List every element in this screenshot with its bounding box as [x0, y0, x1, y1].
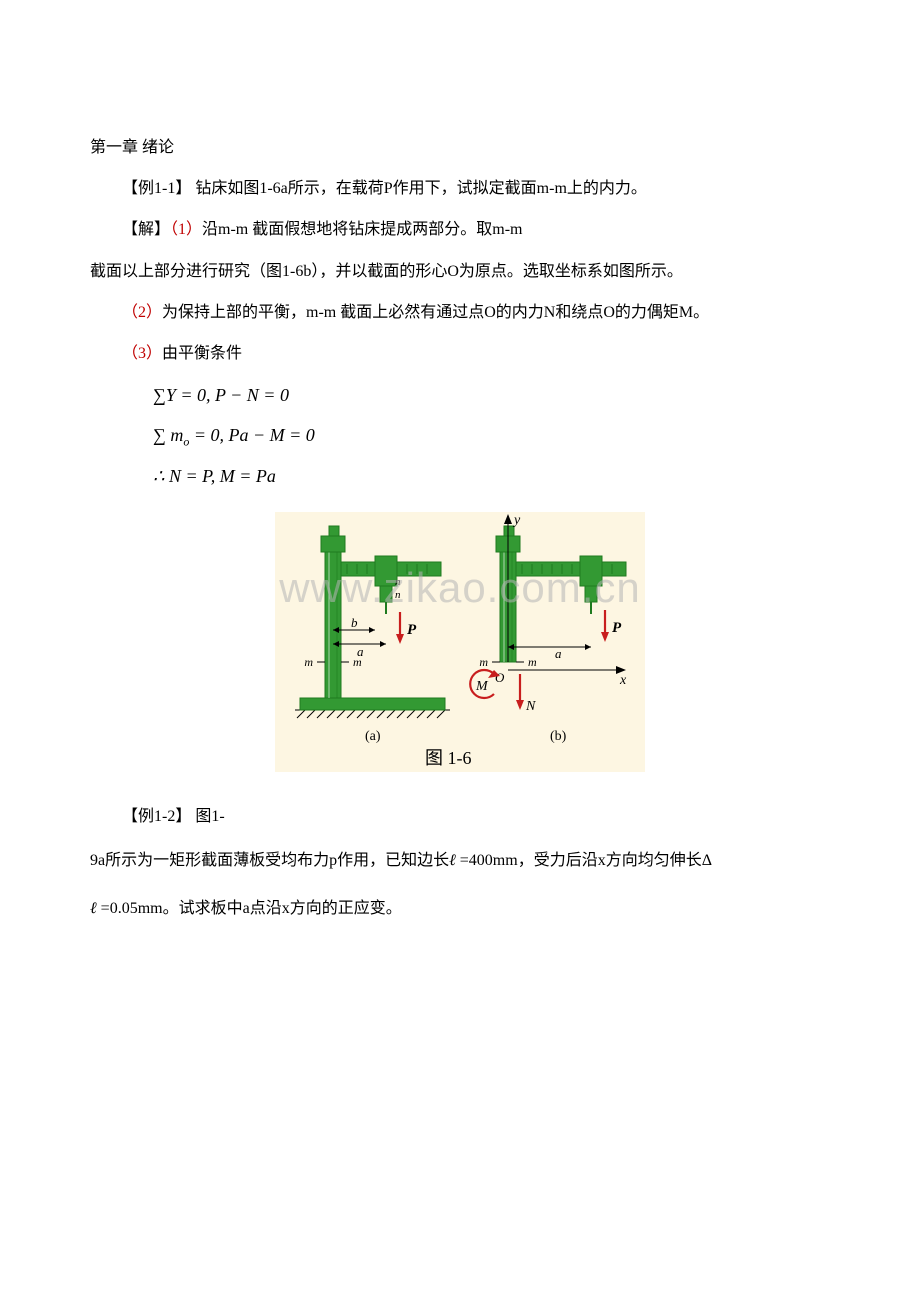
- step-2-text: 为保持上部的平衡，m-m 截面上必然有通过点O的内力N和绕点O的力偶矩M。: [162, 304, 709, 321]
- ex2-text: 图1-: [191, 808, 224, 825]
- step-num-3: （3）: [122, 345, 162, 362]
- solution-label: 【解】: [122, 221, 170, 238]
- example-1-2-body-1: 9a所示为一矩形截面薄板受均布力p作用，已知边长ℓ =400mm，受力后沿x方向…: [90, 840, 830, 882]
- eq2-rhs: = 0, Pa − M = 0: [189, 425, 314, 445]
- p8a: =0.05mm。试求板中a点沿x方向的正应变。: [97, 900, 402, 917]
- svg-text:m: m: [479, 655, 488, 669]
- example-1-1-title: 【例1-1】 钻床如图1-6a所示，在载荷P作用下，试拟定截面m-m上的内力。: [90, 171, 830, 206]
- chapter-title: 第一章 绪论: [90, 130, 830, 165]
- svg-text:N: N: [525, 699, 536, 714]
- equation-3: ∴ N = P, M = Pa: [153, 458, 830, 494]
- p7a: 9a所示为一矩形截面薄板受均布力p作用，已知边长: [90, 852, 449, 869]
- solution-step-3: （3）由平衡条件: [90, 336, 830, 371]
- svg-text:M: M: [475, 679, 489, 694]
- ex-text: 钻床如图1-6a所示，在载荷P作用下，试拟定截面m-m上的内力。: [191, 180, 647, 197]
- svg-text:(b): (b): [550, 729, 567, 744]
- svg-text:n: n: [395, 589, 401, 601]
- figure-svg: m m n n: [275, 512, 645, 772]
- equation-2: ∑ mo = 0, Pa − M = 0: [153, 417, 830, 454]
- equation-1: ∑Y = 0, P − N = 0: [153, 377, 830, 413]
- svg-text:图 1-6: 图 1-6: [425, 748, 472, 768]
- eq2-lhs: ∑ m: [153, 425, 183, 445]
- solution-step-1-cont: 截面以上部分进行研究（图1-6b），并以截面的形心O为原点。选取坐标系如图所示。: [90, 254, 830, 289]
- step-num-2: （2）: [122, 304, 162, 321]
- ex2-label: 【例1-2】: [122, 808, 191, 825]
- svg-text:b: b: [351, 615, 358, 630]
- p7b: =400mm，受力后沿x方向均匀伸长Δ: [456, 852, 712, 869]
- solution-step-1: 【解】（1）沿m-m 截面假想地将钻床提成两部分。取m-m: [90, 212, 830, 247]
- svg-text:(a): (a): [365, 729, 381, 744]
- ex-label: 【例1-1】: [122, 180, 191, 197]
- example-1-2-body-2: ℓ =0.05mm。试求板中a点沿x方向的正应变。: [90, 888, 830, 930]
- step-num-1: （1）: [170, 221, 202, 238]
- svg-text:n: n: [395, 576, 401, 588]
- example-1-2-title: 【例1-2】 图1-: [90, 799, 830, 834]
- ell-2: ℓ: [90, 900, 97, 917]
- step-1-text: 沿m-m 截面假想地将钻床提成两部分。取m-m: [202, 221, 522, 238]
- svg-text:O: O: [495, 670, 505, 685]
- svg-text:P: P: [407, 622, 417, 638]
- ell-1: ℓ: [449, 852, 456, 869]
- figure-1-6: www.zikao.com.cn: [90, 512, 830, 785]
- svg-text:m: m: [528, 655, 537, 669]
- svg-text:a: a: [357, 644, 364, 659]
- svg-text:y: y: [512, 513, 521, 528]
- svg-text:x: x: [619, 673, 627, 688]
- svg-text:m: m: [304, 655, 313, 669]
- svg-text:a: a: [555, 646, 562, 661]
- solution-step-2: （2）为保持上部的平衡，m-m 截面上必然有通过点O的内力N和绕点O的力偶矩M。: [90, 295, 830, 330]
- svg-text:P: P: [612, 620, 622, 636]
- step-3-text: 由平衡条件: [162, 345, 242, 362]
